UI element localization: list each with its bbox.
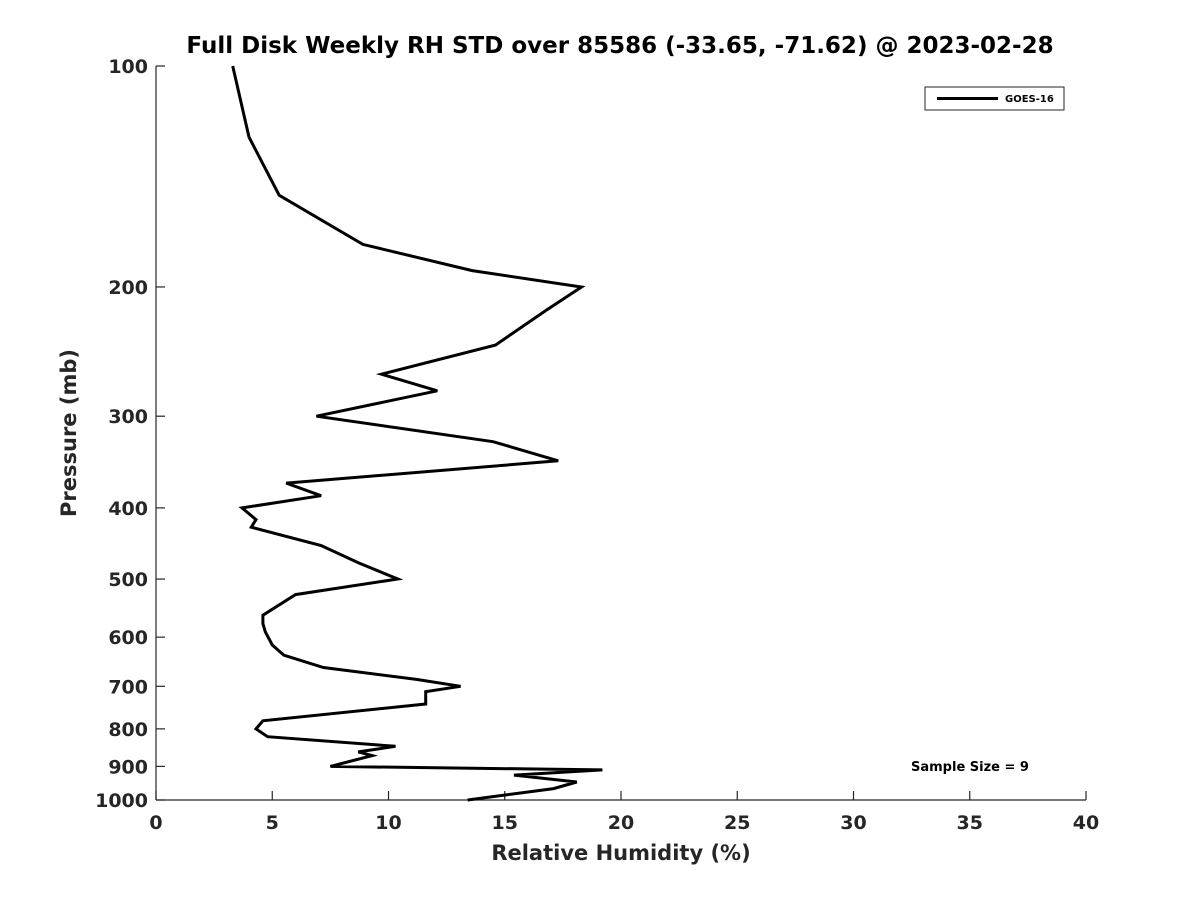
x-tick-label: 10	[375, 812, 401, 834]
x-tick-label: 15	[492, 812, 518, 834]
y-tick-label: 200	[108, 277, 148, 299]
y-tick-label: 400	[108, 498, 148, 520]
x-tick-label: 30	[840, 812, 866, 834]
y-tick-label: 900	[108, 756, 148, 778]
chart-title: Full Disk Weekly RH STD over 85586 (-33.…	[186, 33, 1053, 59]
x-axis-ticks: 0 5 10 15 20 25 30 35 40	[149, 791, 1099, 834]
y-tick-label: 700	[108, 676, 148, 698]
series-line-goes16	[231, 65, 603, 802]
x-tick-label: 0	[149, 812, 162, 834]
legend-label-goes16: GOES-16	[1005, 94, 1054, 105]
sample-size-annotation: Sample Size = 9	[911, 760, 1029, 775]
x-tick-label: 35	[957, 812, 983, 834]
y-tick-label: 1000	[95, 790, 148, 812]
x-tick-label: 20	[608, 812, 634, 834]
x-axis-label: Relative Humidity (%)	[491, 841, 750, 865]
x-tick-label: 40	[1073, 812, 1099, 834]
y-tick-label: 300	[108, 406, 148, 428]
x-tick-label: 5	[266, 812, 279, 834]
y-axis-ticks: 100 200 300 400 500 600 700 800 900 1000	[95, 56, 165, 812]
y-axis-label: Pressure (mb)	[57, 349, 81, 517]
y-tick-label: 500	[108, 569, 148, 591]
y-tick-label: 800	[108, 719, 148, 741]
y-tick-label: 100	[108, 56, 148, 78]
y-tick-label: 600	[108, 627, 148, 649]
legend: GOES-16	[924, 86, 1065, 111]
x-tick-label: 25	[724, 812, 750, 834]
